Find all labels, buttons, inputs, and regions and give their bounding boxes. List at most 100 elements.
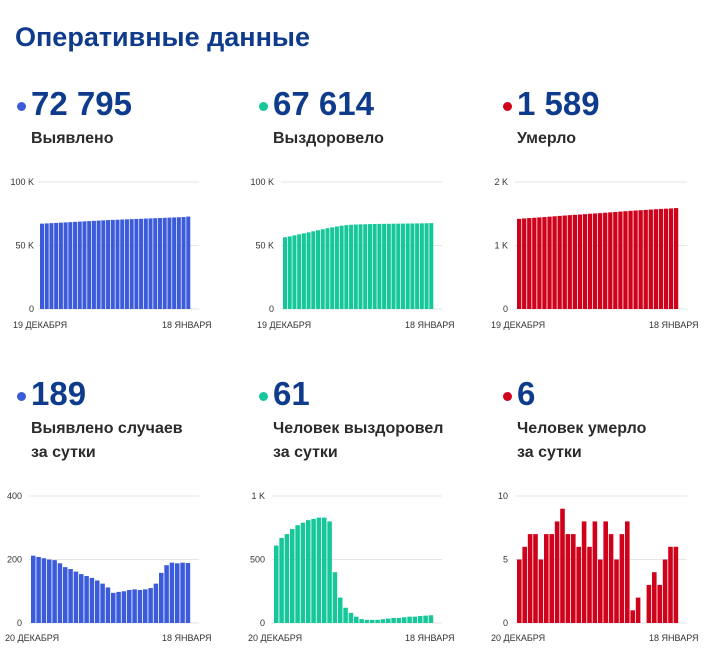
bar — [571, 534, 576, 623]
bar — [349, 224, 354, 309]
bar — [577, 214, 583, 309]
bar — [592, 213, 598, 309]
bar — [68, 569, 73, 623]
x-axis-start-label: 20 ДЕКАБРЯ — [248, 633, 302, 643]
bar — [608, 212, 613, 309]
x-axis-end-label: 18 ЯНВАРЯ — [405, 320, 455, 330]
y-tick-label: 2 K — [494, 177, 508, 187]
bar — [572, 214, 577, 309]
y-tick-label: 100 K — [250, 177, 274, 187]
bar — [662, 559, 668, 623]
bar — [544, 534, 549, 623]
bar — [635, 597, 641, 623]
bar — [652, 572, 657, 623]
y-tick-label: 0 — [17, 618, 22, 628]
bar — [300, 522, 306, 623]
bar — [316, 517, 322, 623]
bar — [181, 217, 186, 309]
bar — [306, 520, 311, 623]
bar — [391, 223, 396, 309]
bar — [49, 223, 54, 309]
bar — [334, 226, 339, 309]
bar — [562, 215, 567, 309]
bar — [57, 563, 63, 623]
legend-dot-blue — [17, 102, 26, 111]
bar — [638, 210, 643, 309]
bar — [127, 589, 132, 623]
y-tick-label: 0 — [503, 304, 508, 314]
x-axis-end-label: 18 ЯНВАРЯ — [162, 320, 212, 330]
y-tick-label: 10 — [498, 491, 508, 501]
bar — [338, 597, 343, 623]
bar — [587, 546, 592, 623]
bar — [284, 534, 290, 623]
y-tick-label: 1 K — [494, 241, 508, 251]
bar — [77, 221, 82, 309]
bar — [106, 220, 111, 309]
bar — [396, 617, 402, 623]
y-tick-label: 0 — [503, 618, 508, 628]
bar — [582, 214, 588, 309]
bar — [625, 521, 630, 623]
stat-label-daily-recovered: Человек выздоровел — [273, 420, 444, 437]
bar — [598, 213, 603, 309]
bar — [343, 607, 348, 623]
bar — [424, 223, 429, 309]
bar — [623, 211, 628, 309]
bar — [176, 217, 181, 309]
bar — [608, 534, 614, 623]
bar — [139, 218, 144, 309]
bar — [367, 224, 372, 309]
bar — [295, 525, 300, 623]
bar — [630, 610, 635, 623]
bar — [186, 216, 191, 309]
bar — [370, 619, 375, 623]
bar — [364, 619, 370, 623]
stat-value-detected: 72 795 — [31, 85, 132, 122]
bar — [120, 219, 125, 309]
stat-label-daily-detected: Выявлено случаев — [31, 420, 183, 437]
bar — [560, 508, 565, 623]
bar — [380, 619, 386, 623]
bar — [153, 583, 159, 623]
bar — [618, 211, 623, 309]
bar — [100, 583, 105, 623]
bar — [527, 534, 533, 623]
bar — [185, 562, 191, 623]
bar — [73, 221, 78, 309]
bar — [517, 218, 522, 309]
bar — [292, 235, 297, 309]
bar — [547, 216, 552, 309]
bar — [633, 210, 638, 309]
bar — [332, 572, 338, 623]
bar — [415, 223, 420, 309]
bar — [386, 223, 391, 309]
bar — [603, 521, 608, 623]
x-axis-end-label: 18 ЯНВАРЯ — [162, 633, 212, 643]
bar — [648, 209, 653, 309]
bar — [68, 222, 73, 309]
bar — [410, 223, 415, 309]
bar — [47, 559, 52, 623]
bar — [162, 217, 167, 309]
y-tick-label: 500 — [250, 555, 265, 565]
bar — [614, 559, 619, 623]
bar — [619, 534, 625, 623]
x-axis-end-label: 18 ЯНВАРЯ — [649, 633, 699, 643]
bar — [111, 592, 116, 623]
bar — [301, 233, 306, 309]
legend-dot-red — [503, 392, 512, 401]
bar — [419, 223, 424, 309]
y-tick-label: 0 — [269, 304, 274, 314]
legend-dot-red — [503, 102, 512, 111]
bar — [391, 617, 396, 623]
bar — [537, 217, 542, 309]
bar — [565, 534, 571, 623]
bar — [598, 559, 603, 623]
bar — [96, 220, 101, 309]
bar — [115, 219, 120, 309]
bar — [41, 558, 47, 623]
bar — [418, 616, 423, 623]
bar — [110, 219, 115, 309]
